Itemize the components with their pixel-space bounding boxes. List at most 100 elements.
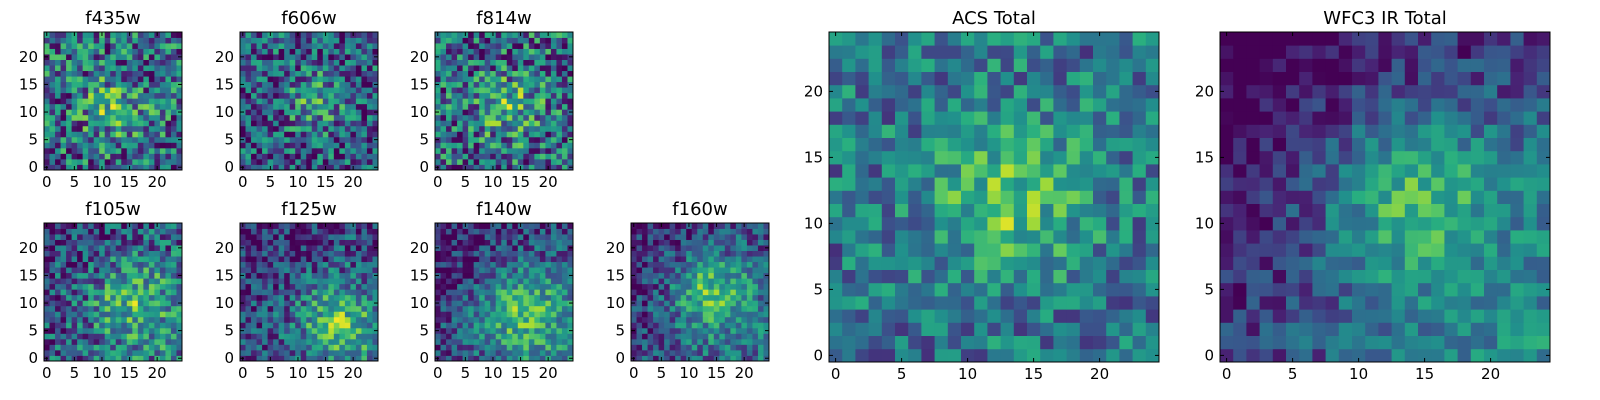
heatmap-cell [154, 267, 161, 274]
heatmap-cell [99, 114, 106, 121]
heatmap-cell [77, 103, 84, 110]
heatmap-cell [462, 37, 469, 44]
heatmap-cell [446, 103, 452, 110]
heatmap-cell [1013, 348, 1028, 363]
heatmap-cell [435, 120, 441, 127]
heatmap-cell [484, 81, 491, 88]
heatmap-cell [355, 294, 362, 301]
heatmap-cell [686, 322, 693, 329]
heatmap-cell [473, 261, 480, 268]
heatmap-cell [479, 349, 486, 356]
heatmap-cell [473, 103, 480, 110]
heatmap-cell [1132, 322, 1147, 336]
heatmap-cell [278, 261, 285, 268]
heatmap-cell [350, 272, 357, 279]
heatmap-cell [311, 59, 318, 66]
heatmap-cell [1079, 203, 1094, 218]
heatmap-cell [987, 322, 1001, 336]
heatmap-cell [680, 338, 687, 345]
heatmap-cell [545, 37, 552, 44]
heatmap-cell [77, 142, 84, 149]
heatmap-cell [501, 322, 508, 329]
heatmap-cell [556, 239, 563, 246]
heatmap-cell [49, 76, 56, 83]
heatmap-cell [154, 327, 161, 334]
heatmap-cell [1093, 269, 1107, 284]
heatmap-cell [763, 234, 770, 240]
heatmap-cell [691, 311, 698, 318]
heatmap-cell [300, 272, 307, 279]
heatmap-cell [372, 43, 379, 49]
heatmap-cell [446, 250, 452, 257]
heatmap-cell [1000, 322, 1015, 336]
heatmap-cell [322, 289, 329, 296]
heatmap-cell [256, 59, 263, 66]
heatmap-cell [126, 278, 133, 285]
heatmap-cell [66, 131, 72, 138]
heatmap-cell [328, 81, 335, 88]
heatmap-cell [295, 142, 302, 149]
heatmap-cell [104, 355, 111, 362]
heatmap-cell [1079, 164, 1094, 178]
heatmap-cell [55, 70, 61, 77]
heatmap-cell [539, 305, 546, 312]
heatmap-cell [636, 327, 643, 334]
heatmap-cell [468, 81, 475, 88]
heatmap-cell [517, 43, 524, 49]
heatmap-cell [137, 48, 144, 55]
heatmap-cell [372, 87, 379, 94]
heatmap-cell [240, 349, 246, 356]
heatmap-cell [82, 355, 89, 362]
heatmap-cell [251, 32, 257, 38]
heatmap-cell [66, 256, 72, 263]
heatmap-cell [473, 300, 480, 307]
heatmap-cell [506, 76, 513, 83]
heatmap-cell [506, 300, 513, 307]
heatmap-cell [484, 65, 491, 72]
heatmap-cell [545, 300, 552, 307]
heatmap-cell [446, 153, 452, 160]
heatmap-cell [446, 349, 452, 356]
heatmap-cell [647, 300, 654, 307]
heatmap-cell [284, 32, 291, 38]
heatmap-cell [440, 228, 447, 235]
heatmap-cell [170, 153, 177, 160]
heatmap-cell [99, 109, 106, 116]
heatmap-cell [82, 158, 89, 165]
heatmap-cell [642, 261, 648, 268]
heatmap-cell [653, 223, 659, 229]
x-tick-label: 5 [266, 173, 276, 191]
heatmap-cell [490, 87, 497, 94]
heatmap-cell [446, 54, 452, 60]
heatmap-cell [473, 131, 480, 138]
heatmap-cell [523, 316, 530, 323]
heatmap-cell [451, 316, 458, 323]
heatmap-cell [115, 131, 122, 138]
heatmap-cell [664, 272, 671, 279]
heatmap-cell [44, 65, 50, 72]
heatmap-cell [273, 70, 280, 77]
heatmap-cell [311, 70, 318, 77]
heatmap-cell [462, 228, 469, 235]
heatmap-cell [251, 322, 257, 329]
heatmap-cell [262, 250, 268, 257]
heatmap-cell [148, 87, 155, 94]
heatmap-cell [154, 234, 161, 240]
heatmap-cell [1079, 335, 1094, 350]
heatmap-cell [528, 37, 535, 44]
heatmap-cell [366, 70, 373, 77]
heatmap-cell [1066, 282, 1081, 297]
heatmap-cell [702, 234, 709, 240]
heatmap-cell [245, 338, 252, 345]
heatmap-cell [921, 164, 935, 178]
heatmap-cell [708, 327, 715, 334]
heatmap-cell [262, 103, 268, 110]
heatmap-cell [545, 109, 552, 116]
heatmap-cell [708, 272, 715, 279]
heatmap-cell [763, 261, 770, 268]
heatmap-cell [115, 92, 122, 99]
heatmap-cell [159, 131, 166, 138]
heatmap-cell [44, 344, 50, 351]
heatmap-cell [664, 228, 671, 235]
heatmap-cell [278, 283, 285, 290]
